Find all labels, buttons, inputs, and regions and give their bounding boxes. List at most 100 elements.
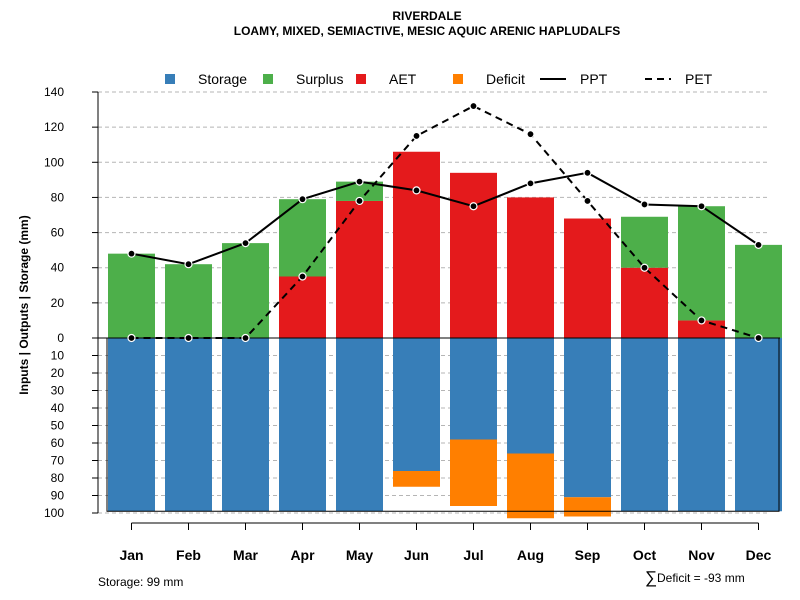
x-tick-label: May <box>346 547 373 563</box>
y-tick-label: 20 <box>51 296 65 310</box>
pet-point <box>754 333 763 343</box>
y-tick-label: 50 <box>51 419 65 433</box>
storage-bar <box>678 338 725 512</box>
pet-point <box>298 272 307 281</box>
plot-frame <box>98 337 780 512</box>
x-tick-label: Jul <box>463 547 483 563</box>
ppt-point <box>412 186 421 195</box>
ppt-point <box>754 240 763 249</box>
storage-note: Storage: 99 mm <box>98 575 183 589</box>
storage-bar <box>735 338 782 512</box>
y-tick-label: 70 <box>51 454 65 468</box>
storage-bar <box>222 338 269 512</box>
surplus-bar <box>678 206 725 321</box>
ppt-point <box>697 202 706 211</box>
y-tick-label: 100 <box>44 506 64 520</box>
aet-bar <box>621 267 668 338</box>
surplus-bar <box>621 216 668 268</box>
storage-bar <box>507 338 554 454</box>
pet-point <box>526 130 535 139</box>
y-tick-label: 80 <box>51 190 65 204</box>
lines <box>127 101 763 343</box>
storage-bar <box>108 338 155 512</box>
chart-subtitle: LOAMY, MIXED, SEMIACTIVE, MESIC AQUIC AR… <box>234 24 620 38</box>
y-tick-label: 0 <box>57 331 64 345</box>
pet-point <box>469 101 478 111</box>
ppt-line <box>131 171 760 266</box>
x-tick-label: Nov <box>688 547 715 563</box>
pet-point <box>412 131 421 141</box>
deficit-sum-symbol: ∑ <box>645 568 657 587</box>
aet-bar <box>450 172 497 338</box>
ppt-point <box>127 249 136 258</box>
ppt-point <box>184 260 193 269</box>
ppt-point <box>640 200 649 209</box>
aet-bar <box>279 276 326 338</box>
storage-bar <box>165 338 212 512</box>
legend-swatch <box>453 74 463 84</box>
pet-point <box>640 263 649 272</box>
pet-point <box>127 333 136 343</box>
aet-bar <box>336 200 383 338</box>
x-tick-label: Jan <box>119 547 143 563</box>
legend-label: Deficit <box>486 71 525 87</box>
y-tick-label: 30 <box>51 384 65 398</box>
storage-bar <box>393 338 440 471</box>
storage-bar <box>564 338 611 498</box>
axes: 0 20 40 60 80 100 120 140 10 20 30 40 50 60 70 80 90 100 J… <box>44 85 772 563</box>
aet-bar <box>393 151 440 338</box>
pet-line <box>131 104 759 339</box>
aet-bar <box>564 218 611 338</box>
y-tick-label: 100 <box>44 155 64 169</box>
x-tick-label: Mar <box>233 547 258 563</box>
ppt-point <box>469 202 478 211</box>
surplus-bar <box>735 244 782 338</box>
legend-label: PET <box>685 71 713 87</box>
legend-label: AET <box>389 71 417 87</box>
legend-swatch <box>165 74 175 84</box>
legend-label: Surplus <box>296 71 343 87</box>
y-tick-label: 10 <box>51 349 65 363</box>
ppt-point <box>583 168 592 177</box>
ppt-point <box>241 239 250 248</box>
y-tick-label: 140 <box>44 85 64 99</box>
pet-point <box>355 196 364 206</box>
legend-swatch <box>263 74 273 84</box>
x-tick-label: Feb <box>176 547 201 563</box>
ppt-point <box>526 179 535 188</box>
y-tick-label: 80 <box>51 471 65 485</box>
ppt-point <box>298 195 307 204</box>
storage-bar <box>279 338 326 512</box>
aet-bar <box>507 197 554 338</box>
storage-bar <box>450 338 497 440</box>
surplus-bar <box>222 243 269 338</box>
pet-point <box>184 333 193 343</box>
deficit-bar <box>507 453 554 519</box>
pet-point <box>697 316 706 325</box>
y-tick-label: 40 <box>51 401 65 415</box>
deficit-bar <box>564 497 611 517</box>
y-tick-label: 60 <box>51 436 65 450</box>
surplus-bar <box>108 253 155 338</box>
surplus-bar <box>165 264 212 338</box>
legend-swatch <box>356 74 366 84</box>
y-axis-label: Inputs | Outputs | Storage (mm) <box>17 215 31 394</box>
y-tick-label: 90 <box>51 489 65 503</box>
legend: Storage Surplus AET Deficit PPT PET <box>165 71 713 87</box>
deficit-bar <box>393 471 440 487</box>
deficit-bar <box>450 439 497 506</box>
y-tick-label: 40 <box>51 261 65 275</box>
storage-bar <box>621 338 668 512</box>
x-tick-label: Jun <box>404 547 429 563</box>
storage-bar <box>336 338 383 512</box>
x-tick-label: Apr <box>290 547 315 563</box>
x-tick-label: Oct <box>633 547 657 563</box>
x-tick-label: Aug <box>517 547 544 563</box>
x-tick-label: Dec <box>746 547 772 563</box>
y-tick-label: 60 <box>51 226 65 240</box>
deficit-note: Deficit = -93 mm <box>657 571 745 585</box>
legend-label: PPT <box>580 71 608 87</box>
chart-title: RIVERDALE <box>392 9 461 23</box>
ppt-point <box>355 177 364 186</box>
